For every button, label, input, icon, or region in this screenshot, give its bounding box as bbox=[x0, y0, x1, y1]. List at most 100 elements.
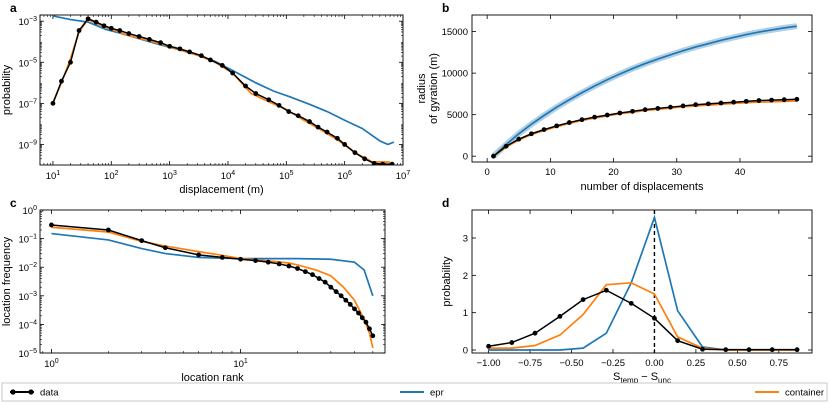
tick-label: 20 bbox=[608, 167, 619, 178]
data-point bbox=[532, 330, 538, 336]
data-point bbox=[276, 261, 282, 267]
tick-label: 0 bbox=[463, 346, 468, 357]
data-point bbox=[675, 338, 681, 344]
data-point bbox=[503, 143, 509, 149]
data-point bbox=[238, 256, 243, 262]
tick-label: 101 bbox=[46, 170, 61, 182]
series-group bbox=[491, 23, 800, 159]
data-point bbox=[295, 266, 300, 271]
panel-d: −1.00 −0.75 −0.50 −0.25 0.00 0.25 0.50 0.75 0 1 2 3… bbox=[441, 196, 813, 385]
data-point bbox=[529, 131, 534, 137]
tick-label: 5000 bbox=[447, 110, 468, 121]
series-group bbox=[486, 214, 800, 353]
data-series-line bbox=[488, 289, 798, 351]
data-series-line bbox=[52, 17, 393, 165]
tick-label: 10−5 bbox=[18, 348, 37, 360]
data-point bbox=[208, 57, 213, 63]
axes-frame bbox=[471, 14, 813, 163]
data-point bbox=[617, 110, 623, 116]
tick-label: 40 bbox=[735, 167, 746, 178]
tick-label: 3 bbox=[463, 234, 468, 245]
data-point bbox=[315, 124, 321, 130]
data-point bbox=[566, 120, 572, 125]
tick-label: 0.50 bbox=[728, 358, 747, 369]
tick-label: 30 bbox=[671, 167, 682, 178]
data-point bbox=[579, 117, 585, 123]
data-point bbox=[642, 107, 648, 113]
data-point bbox=[352, 150, 358, 156]
series-group bbox=[50, 15, 395, 165]
data-point bbox=[655, 106, 661, 111]
axes-frame bbox=[39, 209, 386, 354]
data-point bbox=[316, 276, 322, 281]
data-point bbox=[652, 315, 657, 321]
data-point bbox=[146, 36, 152, 42]
data-point bbox=[554, 123, 560, 129]
data-point bbox=[746, 347, 752, 353]
data-point bbox=[769, 347, 775, 353]
tick-label: 10−7 bbox=[18, 98, 37, 110]
x-axis-label: Stemp − Sunc bbox=[613, 371, 671, 385]
data-point bbox=[266, 97, 272, 103]
data-point bbox=[338, 293, 344, 299]
y-axis-label: probability bbox=[441, 256, 453, 307]
data-point bbox=[136, 34, 142, 39]
data-point bbox=[362, 156, 368, 162]
data-point bbox=[389, 161, 395, 165]
tick-label: 0.25 bbox=[687, 358, 706, 369]
data-point bbox=[628, 300, 634, 306]
y-axis-label: probability bbox=[1, 64, 13, 115]
data-point bbox=[295, 113, 301, 119]
data-point bbox=[265, 259, 271, 265]
data-point bbox=[162, 245, 168, 251]
tick-label: 1 bbox=[463, 308, 468, 319]
data-point bbox=[769, 97, 774, 103]
data-point bbox=[352, 306, 357, 312]
tick-label: −1.00 bbox=[477, 358, 501, 369]
data-point bbox=[93, 19, 99, 25]
tick-label: 0 bbox=[463, 152, 468, 163]
tick-label: 104 bbox=[221, 170, 236, 182]
data-point bbox=[491, 153, 496, 159]
data-point bbox=[334, 135, 340, 141]
data-point bbox=[603, 287, 609, 293]
tick-label: 10−3 bbox=[18, 291, 37, 303]
data-point bbox=[49, 222, 54, 228]
data-point bbox=[59, 78, 64, 84]
tick-label: 100 bbox=[23, 205, 38, 217]
panel-letter-d: d bbox=[442, 196, 449, 210]
axes-frame bbox=[471, 209, 813, 354]
tick-label: 100 bbox=[44, 358, 59, 370]
data-point bbox=[286, 109, 292, 114]
tick-label: 15000 bbox=[442, 27, 468, 38]
data-point bbox=[731, 99, 737, 105]
data-point bbox=[363, 319, 369, 325]
data-point bbox=[177, 46, 183, 52]
panel-b: 0 10 20 30 40 0 5000 10000 15000 b number of displ… bbox=[416, 1, 813, 193]
data-point bbox=[370, 333, 376, 339]
tick-label: 0 bbox=[485, 167, 490, 178]
data-point bbox=[718, 100, 724, 106]
data-point bbox=[743, 98, 749, 104]
data-point bbox=[50, 100, 56, 106]
tick-label: 10−1 bbox=[18, 234, 37, 246]
data-point bbox=[117, 28, 123, 33]
tick-label: 107 bbox=[396, 170, 411, 182]
tick-label: −0.75 bbox=[518, 358, 542, 369]
container-series-line bbox=[51, 226, 374, 349]
data-point bbox=[630, 108, 635, 114]
data-point bbox=[324, 129, 330, 135]
epr-series-line bbox=[52, 15, 395, 146]
tick-label: 105 bbox=[279, 170, 294, 182]
panel-letter-c: c bbox=[10, 196, 17, 210]
panel-letter-a: a bbox=[10, 1, 17, 15]
tick-label: 10−4 bbox=[18, 319, 37, 331]
epr-series-line bbox=[51, 232, 374, 297]
data-point bbox=[367, 326, 372, 332]
data-point bbox=[794, 96, 800, 102]
tick-label: −0.25 bbox=[601, 358, 625, 369]
data-point bbox=[85, 16, 91, 22]
data-point bbox=[756, 98, 762, 103]
data-point bbox=[359, 315, 365, 321]
